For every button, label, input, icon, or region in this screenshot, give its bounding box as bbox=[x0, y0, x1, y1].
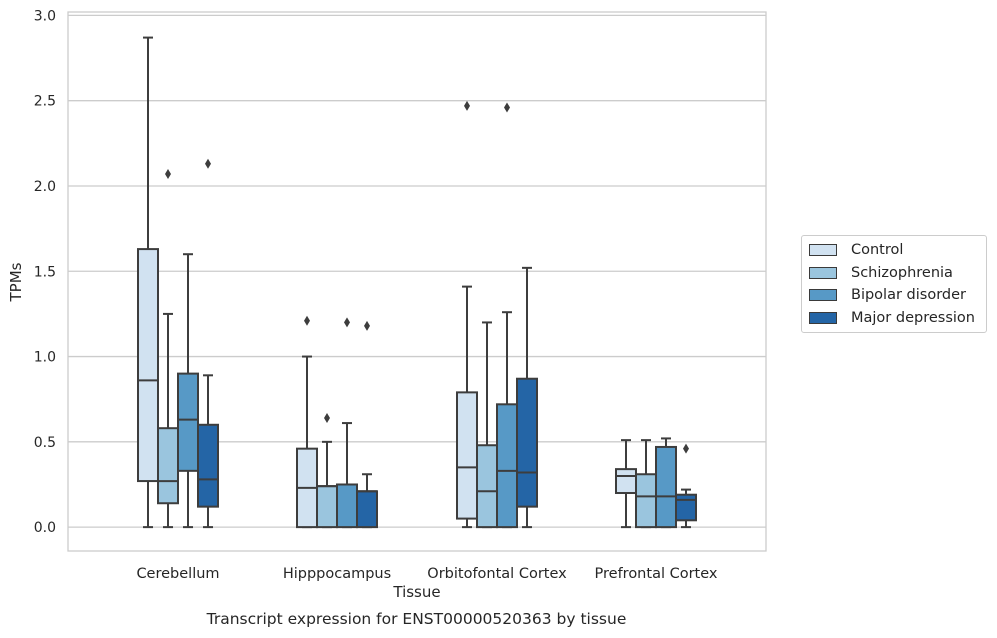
outlier-point bbox=[165, 169, 171, 180]
box-1-3 bbox=[356, 320, 378, 529]
box-body bbox=[356, 490, 378, 529]
outlier-point bbox=[304, 315, 310, 326]
box-2-3 bbox=[516, 266, 538, 529]
box-3-2 bbox=[655, 437, 677, 529]
x-tick-label: Hipppocampus bbox=[283, 566, 391, 582]
box-2-1 bbox=[476, 321, 498, 529]
box-3-1 bbox=[635, 439, 657, 529]
box-body bbox=[456, 391, 478, 520]
box-2-0 bbox=[456, 100, 478, 529]
legend-swatch bbox=[809, 266, 837, 279]
y-tick-label: 1.0 bbox=[34, 350, 56, 366]
box-body bbox=[177, 372, 199, 472]
y-tick-label: 2.0 bbox=[34, 179, 56, 195]
x-tick-label: Orbitofontal Cortex bbox=[427, 566, 567, 582]
outlier-point bbox=[324, 412, 330, 423]
box-body bbox=[516, 377, 538, 508]
box-1-1 bbox=[316, 412, 338, 529]
y-axis-label: TPMs bbox=[7, 262, 25, 302]
box-body bbox=[655, 445, 677, 529]
box-body bbox=[635, 473, 657, 529]
outlier-point bbox=[205, 158, 211, 169]
legend-item: Schizophrenia bbox=[802, 262, 986, 285]
box-body bbox=[197, 423, 219, 508]
x-tick-label: Cerebellum bbox=[136, 566, 219, 582]
box-body bbox=[615, 468, 637, 495]
box-0-1 bbox=[157, 169, 179, 529]
legend-label: Control bbox=[851, 242, 904, 259]
box-2-2 bbox=[496, 102, 518, 529]
box-body bbox=[157, 427, 179, 505]
box-body bbox=[137, 248, 159, 483]
figure-caption: Transcript expression for ENST0000052036… bbox=[206, 610, 627, 628]
box-0-2 bbox=[177, 253, 199, 529]
plot-frame bbox=[67, 11, 767, 552]
y-tick-label: 0.0 bbox=[34, 520, 56, 536]
y-tick-label: 0.5 bbox=[34, 435, 56, 451]
legend-label: Schizophrenia bbox=[851, 264, 953, 281]
y-tick-label: 2.5 bbox=[34, 94, 56, 110]
outlier-point bbox=[464, 100, 470, 111]
legend-label: Bipolar disorder bbox=[851, 287, 966, 304]
box-body bbox=[675, 493, 697, 522]
x-axis-label: Tissue bbox=[392, 583, 440, 601]
box-1-2 bbox=[336, 317, 358, 529]
legend-label: Major depression bbox=[851, 309, 975, 326]
legend: Control Schizophrenia Bipolar disorder Majo… bbox=[801, 235, 987, 333]
outlier-point bbox=[504, 102, 510, 113]
box-0-3 bbox=[197, 158, 219, 529]
legend-swatch bbox=[809, 311, 837, 324]
legend-item: Bipolar disorder bbox=[802, 284, 986, 307]
y-tick-label: 1.5 bbox=[34, 264, 56, 280]
box-1-0 bbox=[296, 315, 318, 529]
legend-item: Control bbox=[802, 239, 986, 262]
legend-swatch bbox=[809, 289, 837, 302]
box-3-3 bbox=[675, 443, 697, 529]
y-tick-label: 3.0 bbox=[34, 8, 56, 24]
box-body bbox=[496, 403, 518, 529]
box-body bbox=[476, 444, 498, 529]
legend-swatch bbox=[809, 244, 837, 257]
outlier-point bbox=[683, 443, 689, 454]
box-3-0 bbox=[615, 439, 637, 529]
box-0-0 bbox=[137, 36, 159, 529]
box-body bbox=[316, 485, 338, 529]
y-tick-labels: 0.0 0.5 1.0 1.5 2.0 2.5 3.0 bbox=[34, 8, 56, 536]
outlier-point bbox=[344, 317, 350, 328]
outlier-point bbox=[364, 320, 370, 331]
legend-item: Major depression bbox=[802, 307, 986, 330]
box-body bbox=[336, 483, 358, 529]
x-tick-label: Prefrontal Cortex bbox=[595, 566, 718, 582]
x-tick-labels: Cerebellum Hipppocampus Orbitofontal Corte… bbox=[136, 566, 717, 582]
box-groups bbox=[137, 36, 697, 529]
